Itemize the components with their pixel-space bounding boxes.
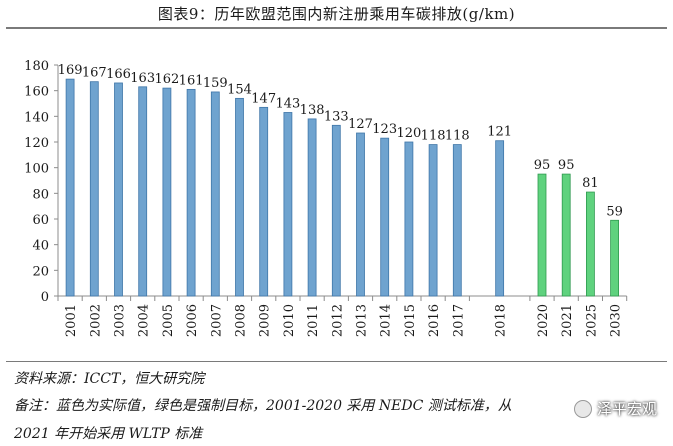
bar-2018 [495,140,505,297]
chart-title: 图表9：历年欧盟范围内新注册乘用车碳排放(g/km) [157,5,516,23]
y-tick-label: 140 [24,110,49,125]
x-tick-label-2001: 2001 [64,304,79,337]
x-tick-label-2007: 2007 [209,304,224,337]
value-label-2021: 95 [558,158,575,173]
value-label-2017: 118 [445,129,470,144]
x-tick-label-2002: 2002 [88,304,103,337]
value-label-2025: 81 [582,176,599,191]
note-text-line2: 2021 年开始采用 WLTP 标准 [14,426,203,442]
bar-2006 [186,88,196,297]
bar-2015 [404,141,414,297]
value-label-2009: 147 [251,91,276,106]
bar-2007 [210,91,220,297]
bar-2020 [537,173,547,297]
x-tick-label-2025: 2025 [584,304,599,337]
y-tick-label: 160 [24,85,49,100]
y-tick-label: 60 [32,213,49,228]
x-tick-label-2017: 2017 [451,304,466,337]
y-tick-label: 120 [24,136,49,151]
value-label-2016: 118 [421,129,446,144]
value-label-2007: 159 [203,76,228,91]
x-tick-label-2015: 2015 [403,304,418,337]
note-text-line1: 备注：蓝色为实际值，绿色是强制目标，2001-2020 采用 NEDC 测试标准… [14,398,512,414]
bar-2004 [138,86,148,297]
bar-2002 [89,81,99,297]
value-label-2002: 167 [82,66,107,81]
value-label-2012: 133 [324,109,349,124]
x-tick-label-2012: 2012 [330,304,345,337]
value-label-2014: 123 [372,122,397,137]
data-labels: 169 2001 167 2002 166 2003 163 2004 162 2005 161 20… [58,63,624,337]
y-tick-label: 40 [32,239,49,254]
x-tick-label-2013: 2013 [355,304,370,337]
y-tick-label: 180 [24,59,49,74]
value-label-2008: 154 [227,82,252,97]
x-tick-label-2009: 2009 [258,304,273,337]
value-label-2001: 169 [58,63,83,78]
y-tick-label: 20 [32,264,49,279]
value-label-2006: 161 [179,73,204,88]
x-tick-label-2005: 2005 [161,304,176,337]
bar-2003 [114,82,123,297]
bar-2014 [380,137,390,297]
wechat-icon [573,399,592,418]
x-tick-label-2004: 2004 [137,304,152,337]
x-tick-label-2008: 2008 [234,304,249,337]
axes: 0 20 40 60 80 100 120 140 160 180 [24,59,628,305]
x-tick-label-2010: 2010 [282,304,297,337]
bar-2012 [331,124,341,297]
watermark-text: 泽平宏观 [596,400,657,418]
x-tick-label-2020: 2020 [536,304,551,337]
bar-2008 [235,97,244,297]
x-tick-label-2014: 2014 [379,304,394,337]
y-tick-label: 100 [24,162,49,177]
value-label-2015: 120 [396,126,421,141]
title-rule [6,27,667,29]
value-label-2018: 121 [487,125,512,140]
x-tick-label-2006: 2006 [185,304,200,337]
bar-2025 [586,191,595,297]
footer-rule [6,361,667,362]
x-tick-label-2018: 2018 [494,304,509,337]
value-label-2004: 163 [130,71,155,86]
value-label-2013: 127 [348,117,373,132]
bars [65,78,619,297]
value-label-2003: 166 [106,67,131,82]
y-tick-label: 0 [41,290,49,305]
x-tick-label-2011: 2011 [306,304,321,337]
x-tick-label-2016: 2016 [427,304,442,337]
x-tick-label-2021: 2021 [560,304,575,337]
bar-2001 [65,78,75,297]
value-label-2020: 95 [534,158,551,173]
bar-2005 [162,87,172,297]
bar-2009 [259,106,269,297]
source-text: 资料来源：ICCT，恒大研究院 [14,371,205,387]
x-tick-label-2030: 2030 [609,304,624,337]
value-label-2010: 143 [275,96,300,111]
bar-2016 [428,144,438,297]
value-label-2005: 162 [154,72,179,87]
x-tick-label-2003: 2003 [113,304,128,337]
bar-2013 [356,132,365,297]
watermark: 泽平宏观 [573,398,657,419]
bar-2030 [610,219,619,297]
value-label-2011: 138 [300,103,325,118]
bar-2011 [307,118,317,297]
y-tick-label: 80 [32,187,49,202]
bar-2017 [452,144,462,297]
bar-2010 [283,112,293,297]
value-label-2030: 59 [606,204,623,219]
bar-2021 [561,173,571,297]
